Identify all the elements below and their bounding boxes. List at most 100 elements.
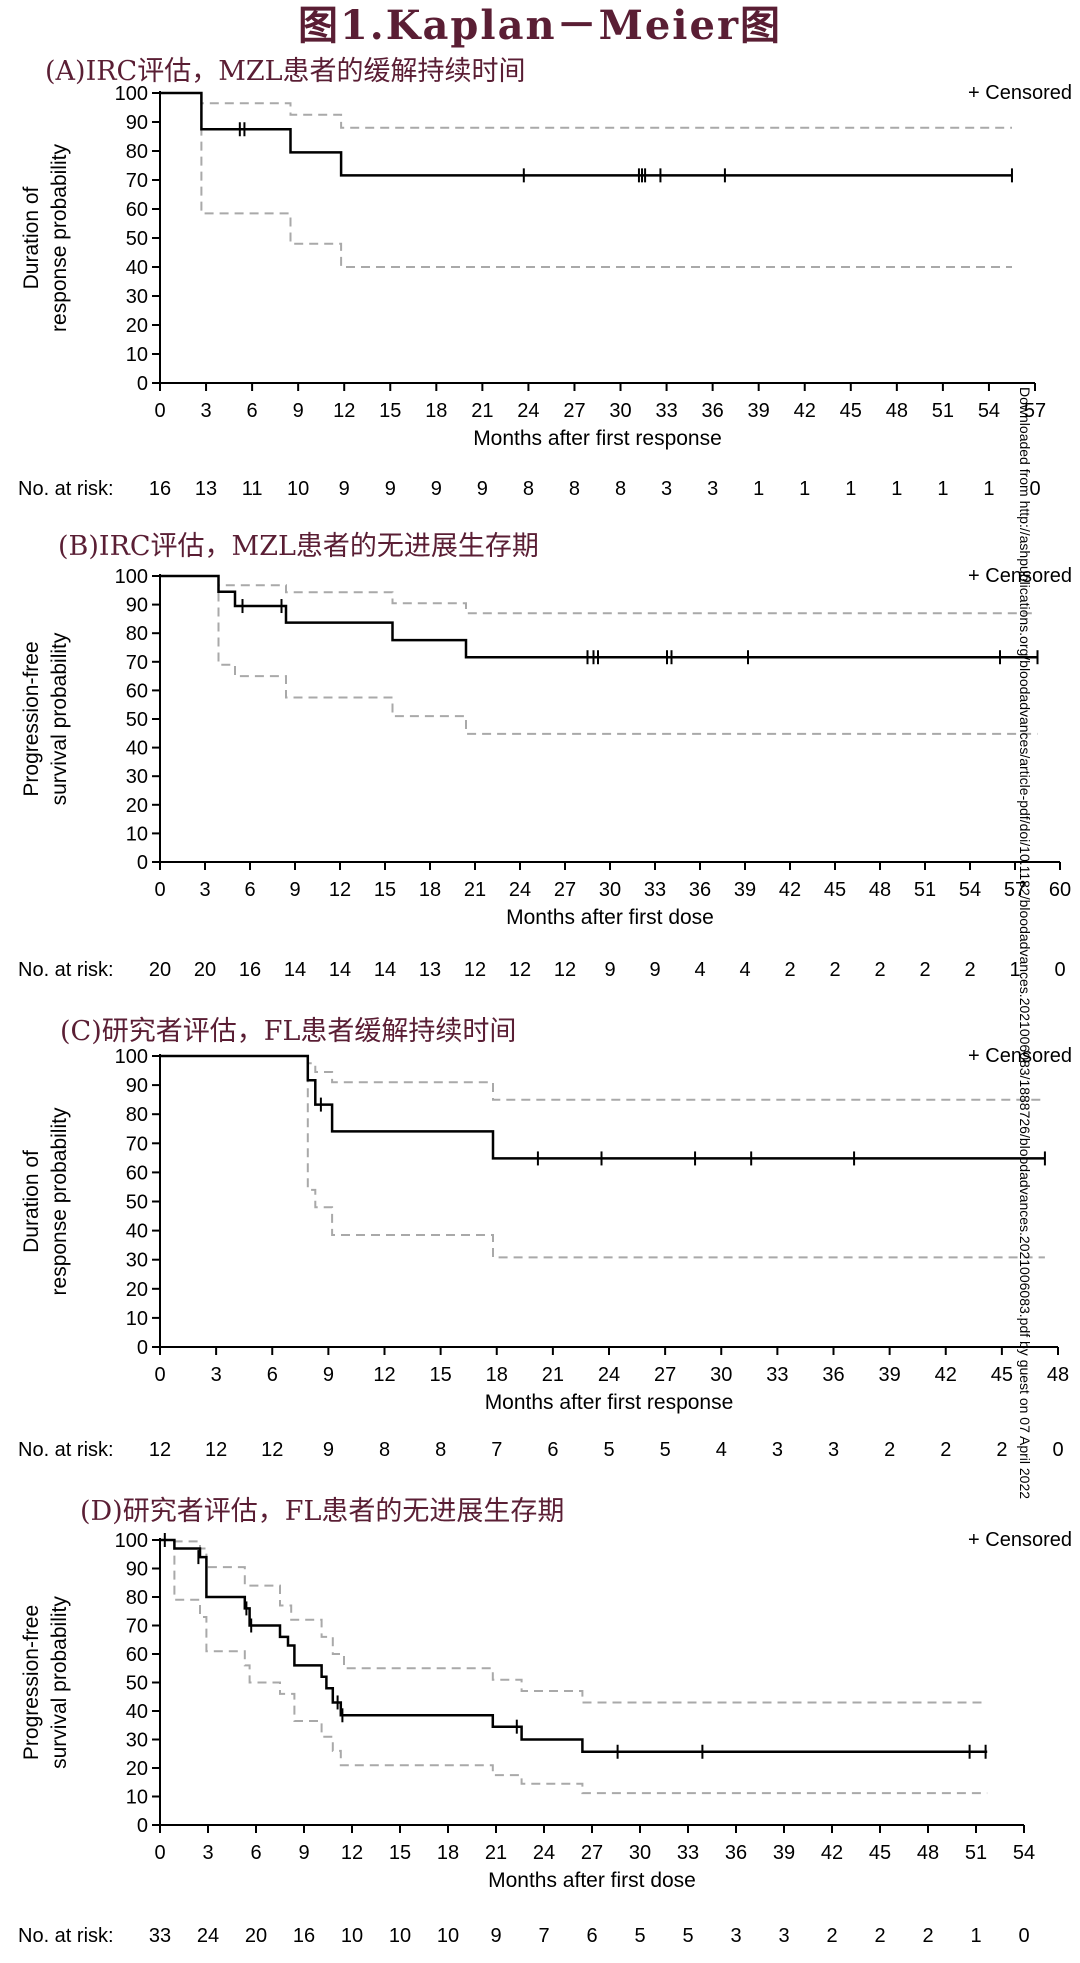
at-risk-value: 2 <box>874 1925 885 1947</box>
x-tick-label: 51 <box>932 400 954 422</box>
x-tick-label: 39 <box>773 1842 795 1864</box>
x-tick-label: 57 <box>1004 879 1026 901</box>
x-tick-label: 42 <box>935 1364 957 1386</box>
y-tick-label: 90 <box>126 1075 148 1097</box>
x-tick-label: 9 <box>293 400 304 422</box>
x-tick-label: 18 <box>425 400 447 422</box>
y-tick-label: 10 <box>126 1308 148 1330</box>
at-risk-value: 16 <box>239 959 261 981</box>
at-risk-value: 12 <box>464 959 486 981</box>
at-risk-value: 2 <box>784 959 795 981</box>
x-tick-label: 36 <box>702 400 724 422</box>
x-tick-label: 24 <box>598 1364 620 1386</box>
x-tick-label: 45 <box>824 879 846 901</box>
ci-upper-line <box>160 1055 1045 1101</box>
at-risk-value: 3 <box>707 478 718 500</box>
at-risk-value: 5 <box>603 1439 614 1461</box>
x-tick-label: 27 <box>581 1842 603 1864</box>
km-survival-line <box>160 574 1038 659</box>
x-axis-label: Months after first dose <box>506 906 714 929</box>
x-tick-label: 42 <box>794 400 816 422</box>
x-tick-label: 0 <box>154 400 165 422</box>
y-tick-label: 10 <box>126 1787 148 1809</box>
x-tick-label: 0 <box>154 1842 165 1864</box>
x-tick-label: 27 <box>554 879 576 901</box>
at-risk-value: 6 <box>586 1925 597 1947</box>
x-tick-label: 15 <box>389 1842 411 1864</box>
x-tick-label: 51 <box>965 1842 987 1864</box>
at-risk-value: 2 <box>964 959 975 981</box>
at-risk-label: No. at risk: <box>18 478 114 500</box>
y-tick-label: 30 <box>126 766 148 788</box>
at-risk-value: 0 <box>1054 959 1065 981</box>
x-tick-label: 12 <box>329 879 351 901</box>
ci-upper-line <box>160 92 1012 129</box>
at-risk-value: 1 <box>983 478 994 500</box>
x-tick-label: 42 <box>821 1842 843 1864</box>
y-axis-label-line-1: Duration of <box>20 1150 43 1253</box>
x-tick-label: 30 <box>599 879 621 901</box>
at-risk-value: 3 <box>661 478 672 500</box>
x-tick-label: 30 <box>609 400 631 422</box>
at-risk-value: 1 <box>1009 959 1020 981</box>
x-tick-label: 39 <box>734 879 756 901</box>
at-risk-value: 10 <box>389 1925 411 1947</box>
y-tick-label: 80 <box>126 1104 148 1126</box>
y-tick-label: 90 <box>126 595 148 617</box>
at-risk-value: 13 <box>195 478 217 500</box>
x-tick-label: 24 <box>509 879 531 901</box>
censored-legend: + Censored <box>968 82 1072 104</box>
y-axis-label-line-2: survival probability <box>48 632 71 805</box>
x-tick-label: 54 <box>978 400 1000 422</box>
y-tick-label: 0 <box>137 852 148 874</box>
x-tick-label: 18 <box>437 1842 459 1864</box>
x-tick-label: 54 <box>1013 1842 1035 1864</box>
at-risk-value: 9 <box>339 478 350 500</box>
x-tick-label: 33 <box>655 400 677 422</box>
x-tick-label: 12 <box>373 1364 395 1386</box>
panel-title: (D)研究者评估，FL患者的无进展生存期 <box>80 1496 564 1527</box>
at-risk-value: 2 <box>829 959 840 981</box>
x-tick-label: 48 <box>869 879 891 901</box>
x-axis-label: Months after first dose <box>488 1869 696 1892</box>
at-risk-value: 2 <box>874 959 885 981</box>
ci-upper-line <box>160 1539 988 1704</box>
x-tick-label: 9 <box>289 879 300 901</box>
x-tick-label: 42 <box>779 879 801 901</box>
at-risk-value: 20 <box>245 1925 267 1947</box>
figure-title: 图1.Kaplan－Meier图 <box>297 2 783 49</box>
at-risk-value: 12 <box>149 1439 171 1461</box>
y-tick-label: 40 <box>126 1221 148 1243</box>
at-risk-value: 3 <box>828 1439 839 1461</box>
at-risk-value: 2 <box>922 1925 933 1947</box>
x-tick-label: 48 <box>1047 1364 1069 1386</box>
x-tick-label: 21 <box>471 400 493 422</box>
km-panel-1: (A)IRC评估，MZL患者的缓解持续时间0102030405060708090… <box>18 56 1072 500</box>
at-risk-label: No. at risk: <box>18 1439 114 1461</box>
x-tick-label: 18 <box>486 1364 508 1386</box>
ci-lower-line <box>160 1539 988 1795</box>
x-tick-label: 18 <box>419 879 441 901</box>
at-risk-value: 20 <box>194 959 216 981</box>
y-tick-label: 70 <box>126 1133 148 1155</box>
km-survival-line <box>160 91 1012 177</box>
x-tick-label: 39 <box>879 1364 901 1386</box>
y-tick-label: 20 <box>126 315 148 337</box>
at-risk-value: 1 <box>845 478 856 500</box>
at-risk-value: 8 <box>435 1439 446 1461</box>
at-risk-label: No. at risk: <box>18 1925 114 1947</box>
x-tick-label: 6 <box>244 879 255 901</box>
x-tick-label: 36 <box>689 879 711 901</box>
x-tick-label: 9 <box>298 1842 309 1864</box>
at-risk-value: 4 <box>739 959 750 981</box>
x-tick-label: 21 <box>464 879 486 901</box>
x-tick-label: 15 <box>379 400 401 422</box>
at-risk-value: 9 <box>649 959 660 981</box>
y-tick-label: 10 <box>126 344 148 366</box>
at-risk-value: 20 <box>149 959 171 981</box>
at-risk-value: 14 <box>374 959 396 981</box>
x-tick-label: 48 <box>917 1842 939 1864</box>
panel-title: (A)IRC评估，MZL患者的缓解持续时间 <box>45 56 526 87</box>
at-risk-value: 1 <box>753 478 764 500</box>
at-risk-value: 9 <box>490 1925 501 1947</box>
